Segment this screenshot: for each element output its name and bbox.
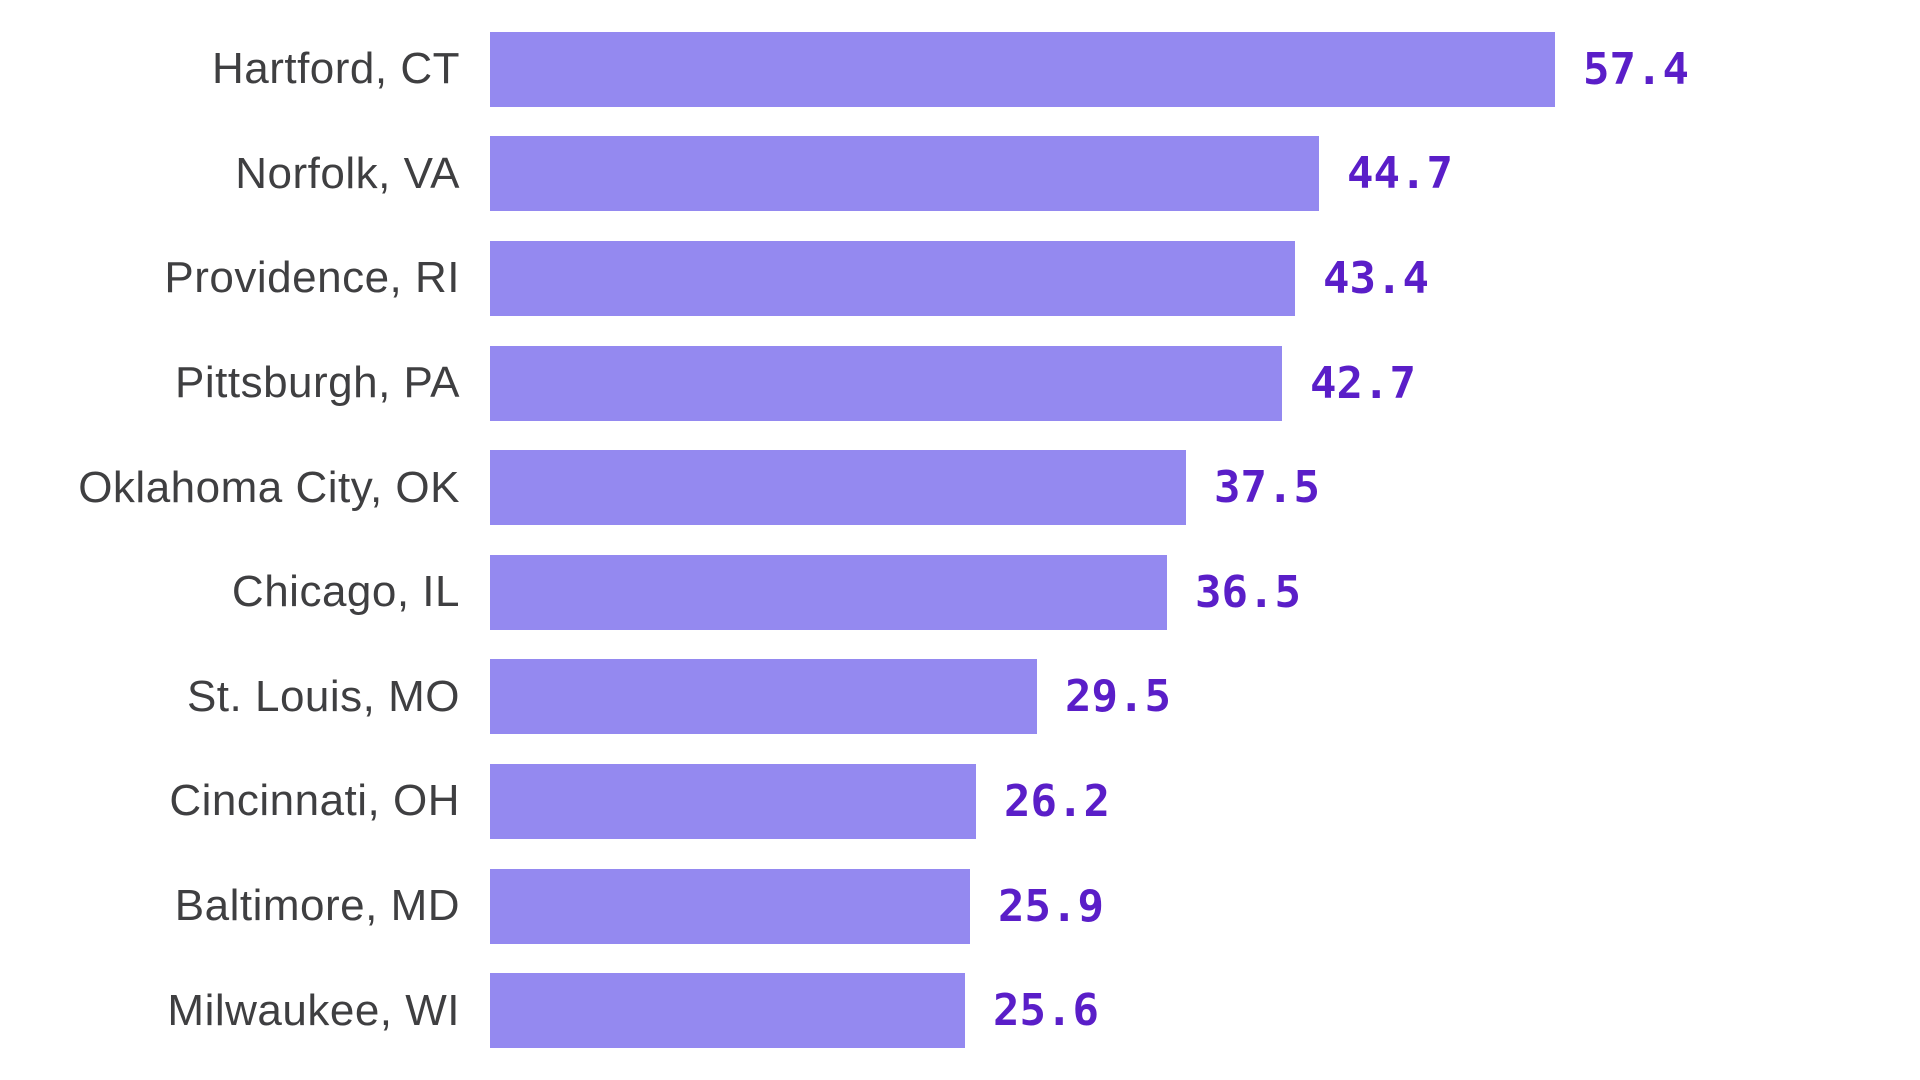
category-label: Pittsburgh, PA bbox=[175, 358, 460, 408]
bar-track: 25.9 bbox=[490, 854, 1920, 959]
value-label: 29.5 bbox=[1065, 671, 1171, 723]
category-label: Cincinnati, OH bbox=[169, 776, 460, 826]
chart-row: Baltimore, MD 25.9 bbox=[0, 854, 1920, 959]
bar bbox=[490, 31, 1555, 107]
bar bbox=[490, 763, 976, 839]
bar-track: 42.7 bbox=[490, 331, 1920, 436]
chart-row: Pittsburgh, PA 42.7 bbox=[0, 331, 1920, 436]
value-label: 36.5 bbox=[1195, 566, 1301, 618]
bar bbox=[490, 450, 1186, 526]
category-label: Chicago, IL bbox=[231, 567, 460, 617]
bar bbox=[490, 973, 965, 1049]
value-label: 44.7 bbox=[1347, 148, 1453, 200]
category-label: Hartford, CT bbox=[211, 44, 460, 94]
chart-row: St. Louis, MO 29.5 bbox=[0, 645, 1920, 750]
chart-row: Oklahoma City, OK 37.5 bbox=[0, 435, 1920, 540]
chart-row: Hartford, CT 57.4 bbox=[0, 17, 1920, 122]
bar-track: 37.5 bbox=[490, 435, 1920, 540]
bar-track: 44.7 bbox=[490, 122, 1920, 227]
bar-track: 29.5 bbox=[490, 645, 1920, 750]
value-label: 37.5 bbox=[1214, 462, 1320, 514]
bar bbox=[490, 345, 1282, 421]
value-label: 26.2 bbox=[1004, 775, 1110, 827]
category-label: St. Louis, MO bbox=[186, 671, 460, 721]
bar bbox=[490, 554, 1167, 630]
bar bbox=[490, 659, 1037, 735]
category-label: Milwaukee, WI bbox=[167, 985, 460, 1035]
category-label: Oklahoma City, OK bbox=[78, 462, 460, 512]
value-label: 43.4 bbox=[1323, 252, 1429, 304]
value-label: 42.7 bbox=[1310, 357, 1416, 409]
chart-row: Norfolk, VA 44.7 bbox=[0, 122, 1920, 227]
bar-track: 25.6 bbox=[490, 958, 1920, 1063]
bar bbox=[490, 136, 1319, 212]
bar-track: 43.4 bbox=[490, 226, 1920, 331]
chart-row: Cincinnati, OH 26.2 bbox=[0, 749, 1920, 854]
value-label: 25.9 bbox=[998, 880, 1104, 932]
category-label: Baltimore, MD bbox=[174, 881, 460, 931]
bar-track: 57.4 bbox=[490, 17, 1920, 122]
value-label: 57.4 bbox=[1583, 43, 1689, 95]
category-label: Norfolk, VA bbox=[235, 148, 460, 198]
bar-track: 36.5 bbox=[490, 540, 1920, 645]
bar-track: 26.2 bbox=[490, 749, 1920, 854]
chart-row: Chicago, IL 36.5 bbox=[0, 540, 1920, 645]
bar bbox=[490, 240, 1295, 316]
bar bbox=[490, 868, 970, 944]
value-label: 25.6 bbox=[993, 985, 1099, 1037]
chart-row: Providence, RI 43.4 bbox=[0, 226, 1920, 331]
chart-row: Milwaukee, WI 25.6 bbox=[0, 958, 1920, 1063]
category-label: Providence, RI bbox=[164, 253, 460, 303]
